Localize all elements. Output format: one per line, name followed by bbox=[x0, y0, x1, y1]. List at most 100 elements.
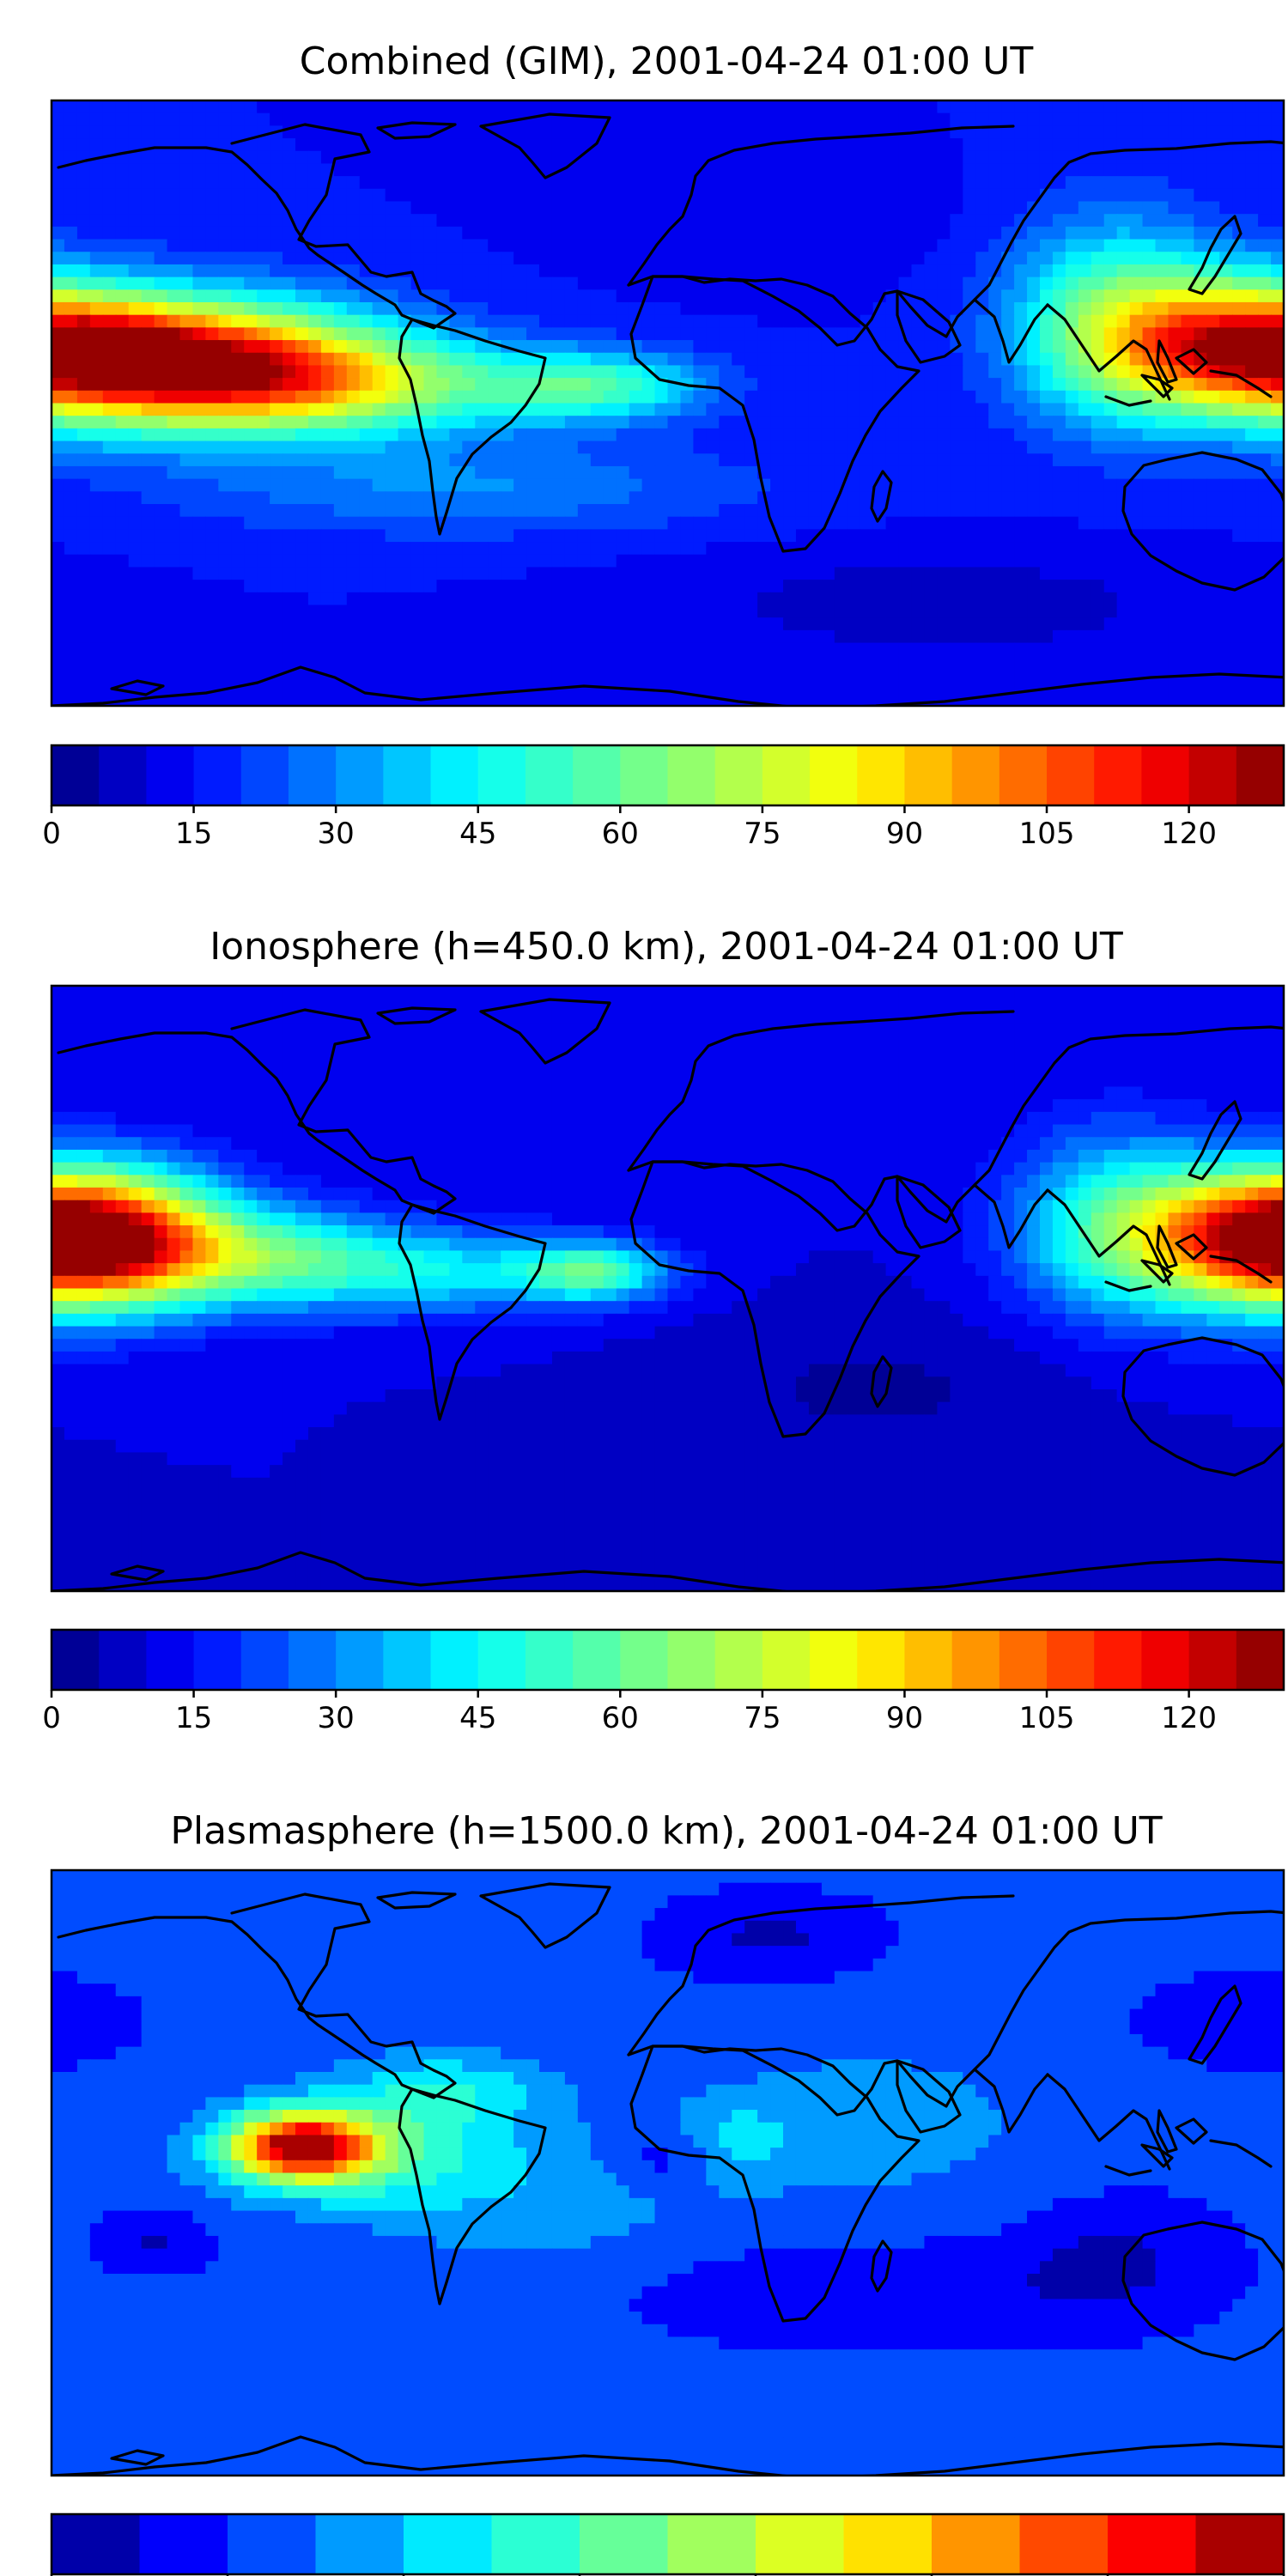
heatmap-cell bbox=[988, 592, 1002, 606]
heatmap-cell bbox=[1258, 667, 1272, 682]
heatmap-cell bbox=[1001, 302, 1015, 316]
heatmap-cell bbox=[1027, 428, 1041, 442]
heatmap-cell bbox=[192, 605, 206, 618]
heatmap-cell bbox=[76, 1011, 91, 1024]
heatmap-cell bbox=[924, 529, 939, 543]
heatmap-cell bbox=[988, 440, 1002, 454]
heatmap-cell bbox=[872, 276, 887, 290]
heatmap-cell bbox=[333, 504, 348, 518]
heatmap-cell bbox=[808, 465, 823, 480]
heatmap-cell bbox=[706, 302, 720, 316]
heatmap-cell bbox=[1142, 226, 1157, 240]
heatmap-cell bbox=[770, 378, 784, 392]
heatmap-cell bbox=[462, 150, 476, 165]
heatmap-cell bbox=[1014, 655, 1028, 669]
heatmap-cell bbox=[167, 125, 181, 139]
heatmap-cell bbox=[1155, 592, 1170, 606]
heatmap-cell bbox=[706, 201, 720, 215]
heatmap-cell bbox=[192, 1011, 206, 1024]
heatmap-cell bbox=[1194, 529, 1207, 543]
heatmap-cell bbox=[821, 314, 835, 328]
heatmap-cell bbox=[128, 138, 143, 152]
heatmap-cell bbox=[603, 176, 617, 190]
heatmap-cell bbox=[885, 378, 900, 392]
heatmap-cell bbox=[770, 239, 784, 252]
heatmap-cell bbox=[1206, 390, 1220, 404]
heatmap-cell bbox=[436, 252, 450, 265]
heatmap-cell bbox=[885, 163, 900, 177]
heatmap-cell bbox=[333, 592, 348, 606]
heatmap-cell bbox=[603, 542, 617, 556]
heatmap-cell bbox=[821, 226, 835, 240]
heatmap-cell bbox=[641, 529, 656, 543]
heatmap-cell bbox=[488, 453, 501, 467]
heatmap-cell bbox=[205, 327, 219, 341]
heatmap-cell bbox=[1258, 542, 1272, 556]
heatmap-cell bbox=[1219, 302, 1233, 316]
heatmap-cell bbox=[795, 176, 810, 190]
heatmap-cell bbox=[1001, 226, 1015, 240]
heatmap-cell bbox=[436, 617, 450, 631]
heatmap-cell bbox=[872, 112, 887, 126]
heatmap-cell bbox=[167, 264, 181, 278]
heatmap-cell bbox=[218, 352, 232, 367]
heatmap-cell bbox=[1232, 478, 1246, 492]
heatmap-cell bbox=[128, 403, 143, 416]
heatmap-cell bbox=[616, 163, 630, 177]
heatmap-cell bbox=[744, 617, 758, 631]
heatmap-cell bbox=[244, 998, 258, 1012]
heatmap-cell bbox=[616, 1011, 630, 1024]
heatmap-cell bbox=[1155, 112, 1170, 126]
heatmap-cell bbox=[423, 239, 438, 252]
heatmap-cell bbox=[911, 629, 926, 644]
heatmap-cell bbox=[1052, 642, 1066, 656]
heatmap-cell bbox=[231, 365, 245, 379]
heatmap-cell bbox=[333, 403, 348, 416]
heatmap-cell bbox=[795, 440, 810, 454]
heatmap-cell bbox=[76, 226, 91, 240]
heatmap-cell bbox=[1258, 580, 1272, 593]
heatmap-cell bbox=[526, 1011, 540, 1024]
heatmap-cell bbox=[564, 491, 579, 505]
heatmap-cell bbox=[1065, 289, 1079, 303]
heatmap-cell bbox=[218, 276, 232, 290]
heatmap-cell bbox=[1091, 529, 1105, 543]
heatmap-cell bbox=[320, 352, 335, 367]
heatmap-cell bbox=[641, 554, 656, 568]
heatmap-cell bbox=[320, 150, 335, 165]
heatmap-cell bbox=[885, 327, 900, 341]
heatmap-cell bbox=[732, 542, 745, 556]
heatmap-cell bbox=[115, 214, 130, 228]
heatmap-cell bbox=[975, 580, 989, 593]
colorbar-swatch bbox=[193, 745, 242, 805]
heatmap-cell bbox=[719, 188, 732, 203]
heatmap-cell bbox=[1091, 567, 1105, 580]
heatmap-cell bbox=[410, 201, 425, 215]
heatmap-cell bbox=[141, 150, 155, 165]
heatmap-cell bbox=[795, 504, 810, 518]
heatmap-cell bbox=[1116, 403, 1131, 416]
heatmap-cell bbox=[270, 302, 283, 316]
heatmap-cell bbox=[757, 642, 771, 656]
heatmap-cell bbox=[1116, 112, 1131, 126]
heatmap-cell bbox=[320, 416, 335, 429]
heatmap-cell bbox=[975, 112, 989, 126]
heatmap-cell bbox=[1181, 100, 1194, 114]
heatmap-cell bbox=[167, 998, 181, 1012]
heatmap-cell bbox=[154, 176, 168, 190]
heatmap-cell bbox=[950, 365, 963, 379]
heatmap-cell bbox=[1116, 986, 1131, 999]
heatmap-cell bbox=[385, 252, 399, 265]
heatmap-cell bbox=[795, 239, 810, 252]
heatmap-cell bbox=[808, 491, 823, 505]
heatmap-cell bbox=[410, 516, 425, 530]
heatmap-cell bbox=[1129, 138, 1144, 152]
heatmap-cell bbox=[1039, 667, 1054, 682]
heatmap-cell bbox=[988, 478, 1002, 492]
heatmap-cell bbox=[680, 592, 694, 606]
heatmap-cell bbox=[1078, 201, 1092, 215]
heatmap-cell bbox=[1232, 617, 1246, 631]
heatmap-cell bbox=[667, 491, 682, 505]
heatmap-cell bbox=[359, 214, 374, 228]
heatmap-cell bbox=[641, 478, 656, 492]
